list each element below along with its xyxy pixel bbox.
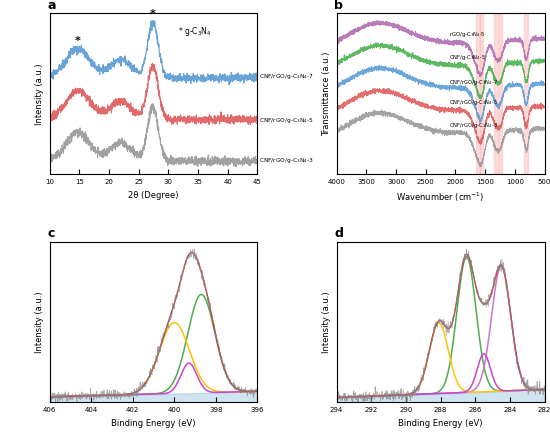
Bar bbox=[494, 13, 498, 174]
Y-axis label: Intensity (a.u.): Intensity (a.u.) bbox=[322, 291, 331, 353]
Text: *: * bbox=[150, 9, 156, 19]
Text: b: b bbox=[334, 0, 343, 12]
Text: d: d bbox=[334, 227, 343, 240]
Bar bbox=[524, 13, 528, 174]
Y-axis label: Transmittance (a.u.): Transmittance (a.u.) bbox=[322, 51, 331, 136]
Text: a: a bbox=[47, 0, 56, 12]
Y-axis label: Intensity (a.u.): Intensity (a.u.) bbox=[35, 291, 44, 353]
Text: *: * bbox=[75, 37, 81, 46]
X-axis label: 2θ (Degree): 2θ (Degree) bbox=[128, 190, 179, 199]
Bar bbox=[499, 13, 502, 174]
Text: CNF/rGO/g-C$_3$N$_4$-5: CNF/rGO/g-C$_3$N$_4$-5 bbox=[449, 98, 499, 107]
X-axis label: Binding Energy (eV): Binding Energy (eV) bbox=[111, 419, 196, 428]
Text: CNF/rGO/g-C$_3$N$_4$-3: CNF/rGO/g-C$_3$N$_4$-3 bbox=[449, 121, 499, 130]
Text: rGO/g-C$_3$N$_4$-5: rGO/g-C$_3$N$_4$-5 bbox=[449, 30, 486, 39]
Text: CNF/g-C$_3$N$_4$-5: CNF/g-C$_3$N$_4$-5 bbox=[449, 53, 486, 62]
Bar bbox=[480, 13, 483, 174]
Text: CNF/rGO/g-C$_3$N$_4$-7: CNF/rGO/g-C$_3$N$_4$-7 bbox=[449, 78, 499, 87]
Text: CNF/rGO/g-C$_3$N$_4$-7: CNF/rGO/g-C$_3$N$_4$-7 bbox=[259, 72, 314, 81]
X-axis label: Binding Energy (eV): Binding Energy (eV) bbox=[398, 419, 483, 428]
Text: CNF/rGO/g-C$_3$N$_4$-5: CNF/rGO/g-C$_3$N$_4$-5 bbox=[259, 115, 314, 125]
Text: c: c bbox=[47, 227, 55, 240]
Bar bbox=[476, 13, 480, 174]
X-axis label: Wavenumber (cm$^{-1}$): Wavenumber (cm$^{-1}$) bbox=[397, 190, 485, 204]
Text: CNF/rGO/g-C$_3$N$_4$-3: CNF/rGO/g-C$_3$N$_4$-3 bbox=[259, 156, 314, 164]
Y-axis label: Intensity (a.u.): Intensity (a.u.) bbox=[35, 63, 44, 125]
Text: * g-C$_3$N$_4$: * g-C$_3$N$_4$ bbox=[178, 25, 212, 38]
